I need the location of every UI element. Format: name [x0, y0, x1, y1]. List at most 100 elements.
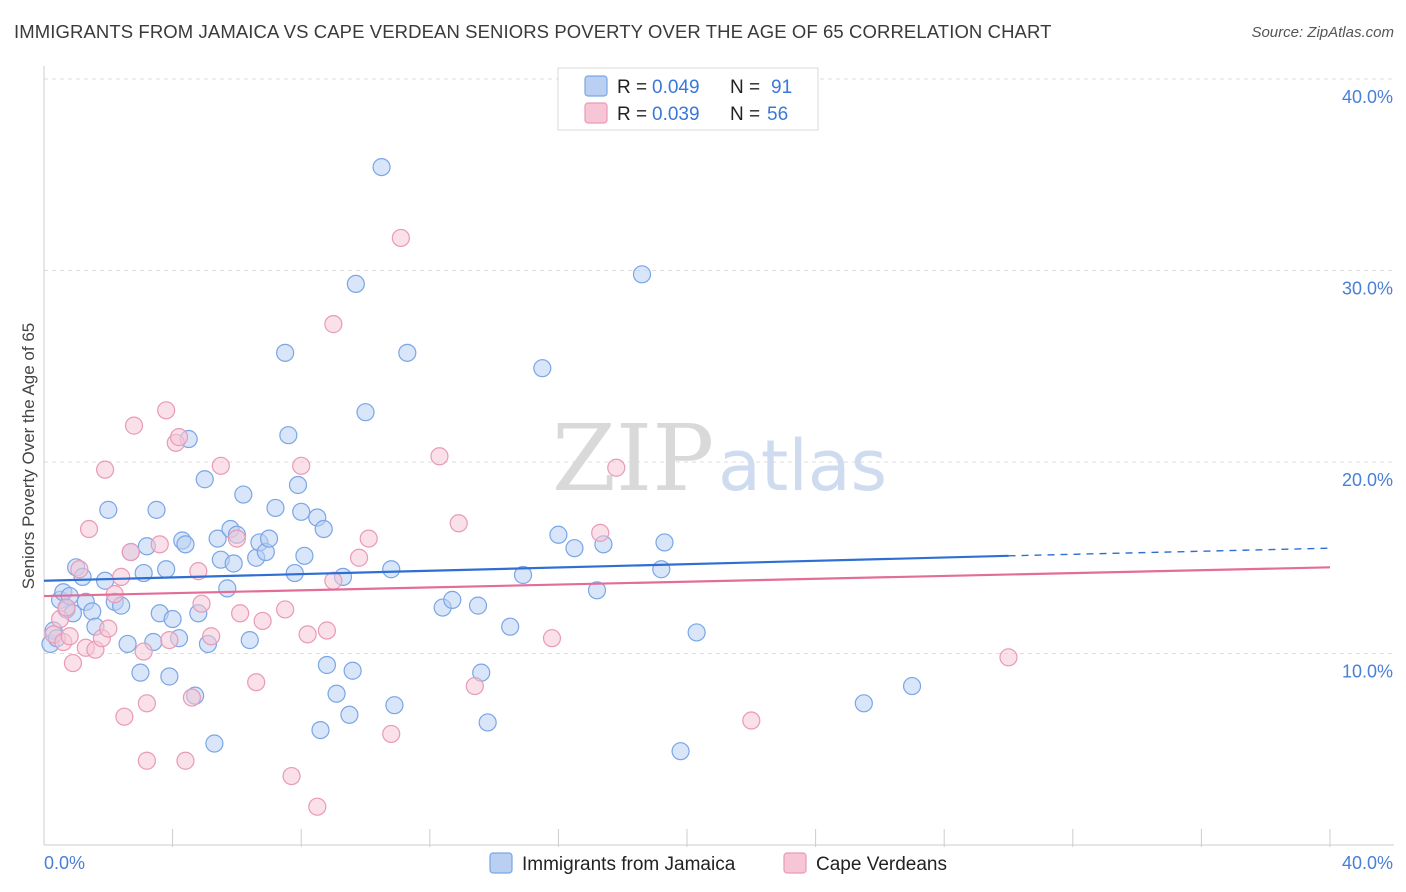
stats-legend: R = 0.049 N = 91 R = 0.039 N = 56 [557, 67, 819, 131]
jamaica-point [549, 525, 568, 544]
cape-verdean-point [124, 416, 144, 435]
cape-verdean-point [430, 447, 449, 466]
x-tick-label-min: 0.0% [44, 853, 85, 873]
jamaica-point [501, 617, 520, 636]
cape-verdean-point [349, 548, 369, 567]
y-axis-label: Seniors Poverty Over the Age of 65 [19, 323, 38, 589]
jamaica-point [356, 403, 375, 422]
jamaica-point [385, 696, 404, 715]
cape-verdean-point [121, 542, 140, 562]
jamaica-point [533, 359, 552, 378]
trend-line-jamaica [43, 554, 1009, 582]
jamaica-point [346, 274, 365, 294]
jamaica-point [157, 560, 176, 579]
cape-verdean-point [591, 523, 610, 542]
cape-verdean-point [247, 673, 266, 692]
jamaica-point [288, 475, 308, 495]
jamaica-point [343, 661, 362, 680]
jamaica-point [327, 684, 346, 703]
jamaica-point [279, 426, 298, 445]
cape-verdean-point [359, 529, 378, 548]
jamaica-point [83, 602, 102, 621]
series-cape-verdeans [44, 228, 1018, 816]
cape-verdean-point [298, 625, 317, 644]
cape-verdean-point [95, 460, 115, 479]
jamaica-point [224, 554, 243, 573]
y-tick-label-10: 10.0% [1342, 662, 1393, 682]
cape-verdean-point [607, 458, 626, 477]
series-legend: Immigrants from Jamaica Cape Verdeans [489, 852, 947, 875]
jamaica-point [99, 500, 118, 519]
legend-n-label-cape-verdeans: N = [730, 104, 760, 125]
jamaica-point [147, 500, 166, 519]
axes [43, 66, 1394, 847]
y-tick-label-40: 40.0% [1342, 87, 1393, 107]
cape-verdean-point [276, 600, 295, 619]
jamaica-point [372, 157, 391, 177]
cape-verdean-point [391, 228, 410, 248]
jamaica-point [118, 634, 137, 654]
cape-verdean-point [465, 676, 484, 696]
jamaica-point [205, 734, 224, 753]
bottom-legend-label-jamaica: Immigrants from Jamaica [522, 854, 736, 875]
cape-verdean-point [189, 562, 208, 581]
jamaica-point [565, 539, 584, 558]
cape-verdean-point [192, 594, 211, 613]
watermark-atlas: atlas [718, 425, 887, 507]
cape-verdean-point [308, 797, 327, 816]
x-tick-label-max: 40.0% [1342, 853, 1393, 873]
cape-verdean-point [150, 535, 169, 554]
cape-verdean-point [317, 621, 337, 640]
cape-verdean-point [324, 315, 343, 334]
cape-verdean-point [202, 627, 221, 646]
cape-verdean-point [231, 604, 250, 623]
legend-n-label-jamaica: N = [730, 77, 760, 98]
jamaica-point [234, 485, 253, 504]
jamaica-point [468, 596, 488, 615]
jamaica-point [443, 590, 462, 609]
cape-verdean-point [157, 401, 176, 420]
jamaica-point [259, 529, 279, 548]
jamaica-point [382, 560, 401, 579]
jamaica-point [295, 546, 314, 565]
jamaica-point [266, 498, 285, 518]
legend-r-value-jamaica: 0.049 [652, 77, 700, 98]
jamaica-point [902, 676, 922, 696]
cape-verdean-point [253, 611, 272, 631]
bottom-legend-label-cape-verdeans: Cape Verdeans [816, 854, 947, 875]
jamaica-point [176, 535, 195, 554]
jamaica-point [163, 609, 182, 629]
jamaica-point [314, 519, 333, 539]
cape-verdean-point [63, 653, 83, 673]
cape-verdean-point [79, 519, 99, 539]
jamaica-point [671, 742, 690, 761]
cape-verdean-point [70, 560, 89, 579]
cape-verdean-point [115, 707, 134, 726]
cape-verdean-point [999, 648, 1018, 667]
jamaica-point [276, 343, 295, 362]
jamaica-point [218, 579, 237, 598]
cape-verdean-point [134, 642, 153, 661]
cape-verdean-point [137, 751, 156, 770]
cape-verdean-point [282, 766, 301, 786]
cape-verdean-point [211, 456, 230, 475]
cape-verdean-point [176, 751, 195, 770]
chart-title: IMMIGRANTS FROM JAMAICA VS CAPE VERDEAN … [14, 21, 1052, 42]
jamaica-point [652, 560, 671, 579]
jamaica-point [317, 655, 337, 675]
cape-verdean-point [137, 694, 156, 713]
jamaica-point [854, 694, 873, 713]
source-credit: Source: ZipAtlas.com [1251, 24, 1394, 41]
jamaica-point [587, 581, 607, 600]
cape-verdean-point [160, 630, 179, 650]
cape-verdean-point [742, 711, 761, 730]
legend-r-value-cape-verdeans: 0.039 [652, 104, 700, 125]
cape-verdean-point [169, 428, 189, 447]
legend-n-value-cape-verdeans: 56 [767, 104, 788, 125]
cape-verdean-point [449, 514, 468, 533]
jamaica-point [240, 630, 259, 650]
jamaica-point [398, 343, 417, 362]
jamaica-point [340, 705, 359, 724]
cape-verdean-point [60, 627, 79, 646]
